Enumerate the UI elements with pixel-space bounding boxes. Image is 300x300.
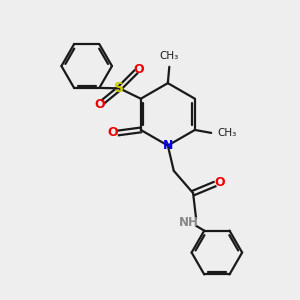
Text: N: N xyxy=(163,139,173,152)
Text: S: S xyxy=(114,81,124,95)
Text: CH₃: CH₃ xyxy=(160,51,179,61)
Text: CH₃: CH₃ xyxy=(217,128,236,138)
Text: O: O xyxy=(214,176,225,189)
Text: O: O xyxy=(108,126,119,140)
Text: O: O xyxy=(95,98,105,111)
Text: NH: NH xyxy=(179,216,199,229)
Text: O: O xyxy=(134,62,144,76)
